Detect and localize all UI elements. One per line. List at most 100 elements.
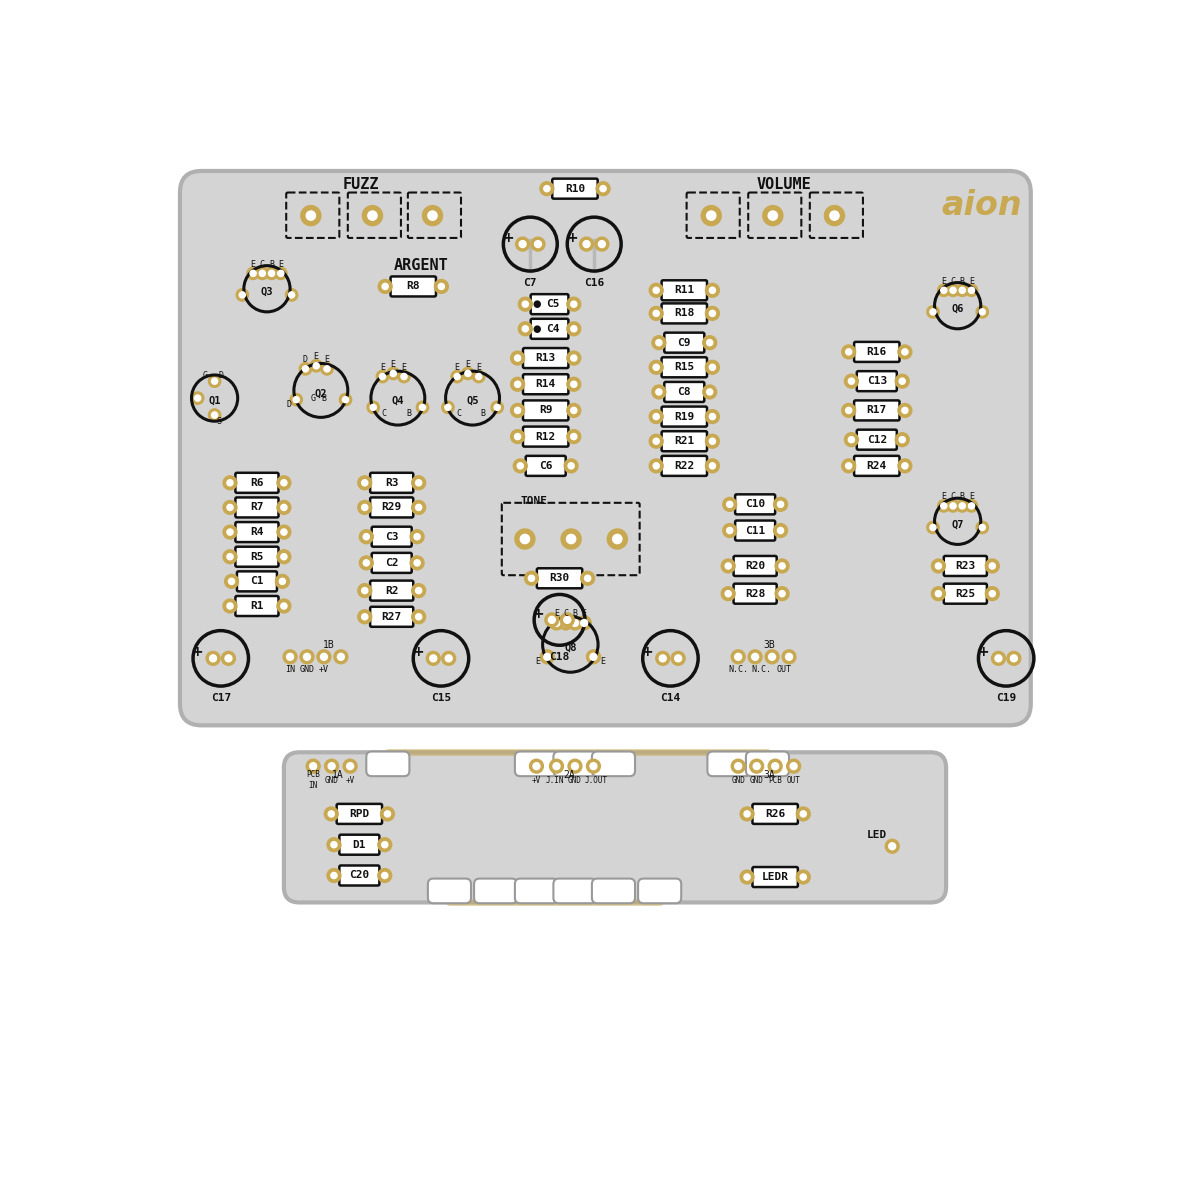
- Circle shape: [342, 396, 348, 403]
- Circle shape: [959, 287, 965, 293]
- Text: FUZZ: FUZZ: [343, 176, 379, 192]
- Circle shape: [772, 763, 779, 769]
- Circle shape: [516, 238, 529, 251]
- Text: D1: D1: [353, 840, 366, 850]
- Circle shape: [359, 556, 373, 570]
- Circle shape: [768, 211, 778, 221]
- Circle shape: [378, 838, 391, 852]
- Text: LEDR: LEDR: [762, 872, 788, 882]
- Text: TONE: TONE: [521, 496, 547, 505]
- Circle shape: [337, 653, 344, 660]
- Circle shape: [222, 652, 235, 665]
- Circle shape: [410, 556, 424, 570]
- Text: C1: C1: [250, 576, 264, 587]
- Circle shape: [415, 613, 421, 620]
- Circle shape: [775, 559, 790, 572]
- Circle shape: [223, 526, 236, 539]
- Circle shape: [709, 287, 715, 293]
- Text: GND: GND: [750, 775, 763, 785]
- Text: R26: R26: [766, 809, 785, 818]
- Circle shape: [368, 211, 377, 221]
- Circle shape: [566, 430, 581, 444]
- Circle shape: [731, 650, 745, 664]
- Circle shape: [898, 458, 912, 473]
- FancyBboxPatch shape: [366, 751, 409, 776]
- Text: B: B: [406, 409, 412, 418]
- Text: R29: R29: [382, 503, 402, 512]
- Circle shape: [935, 590, 942, 596]
- Circle shape: [581, 619, 588, 626]
- FancyBboxPatch shape: [592, 878, 635, 904]
- Circle shape: [364, 559, 370, 566]
- Circle shape: [428, 211, 437, 221]
- Circle shape: [709, 311, 715, 317]
- Circle shape: [533, 763, 540, 769]
- Circle shape: [412, 476, 426, 490]
- Circle shape: [529, 760, 544, 773]
- Text: R25: R25: [955, 589, 976, 599]
- Circle shape: [613, 534, 622, 544]
- Text: Q4: Q4: [391, 396, 404, 406]
- Circle shape: [564, 458, 578, 473]
- Circle shape: [846, 463, 852, 469]
- Circle shape: [931, 587, 946, 601]
- Circle shape: [545, 613, 559, 626]
- Circle shape: [362, 205, 383, 226]
- Circle shape: [194, 395, 200, 401]
- Circle shape: [991, 652, 1006, 665]
- Text: R2: R2: [385, 586, 398, 595]
- Circle shape: [725, 563, 731, 569]
- FancyBboxPatch shape: [523, 374, 569, 395]
- Circle shape: [778, 502, 784, 508]
- FancyBboxPatch shape: [736, 494, 775, 515]
- Circle shape: [281, 553, 287, 560]
- Text: +: +: [412, 646, 424, 659]
- Circle shape: [462, 367, 474, 379]
- Circle shape: [649, 360, 664, 374]
- Circle shape: [656, 340, 662, 346]
- Circle shape: [725, 590, 731, 596]
- Circle shape: [544, 653, 551, 660]
- Circle shape: [899, 437, 905, 443]
- Circle shape: [659, 655, 666, 662]
- Text: N.C.: N.C.: [728, 665, 749, 673]
- Circle shape: [931, 559, 946, 572]
- Text: VOLUME: VOLUME: [757, 176, 811, 192]
- Text: E: E: [554, 610, 559, 618]
- Circle shape: [340, 394, 352, 406]
- Text: S: S: [216, 416, 221, 426]
- Circle shape: [281, 529, 287, 535]
- Circle shape: [361, 480, 368, 486]
- Text: +: +: [977, 646, 989, 659]
- Text: R18: R18: [674, 308, 695, 318]
- Circle shape: [364, 534, 370, 540]
- Circle shape: [287, 653, 294, 660]
- Circle shape: [595, 238, 608, 251]
- FancyBboxPatch shape: [553, 751, 596, 776]
- Circle shape: [328, 869, 341, 882]
- Circle shape: [227, 504, 233, 510]
- Circle shape: [782, 650, 796, 664]
- FancyBboxPatch shape: [180, 170, 1031, 725]
- Circle shape: [328, 838, 341, 852]
- Text: +: +: [192, 646, 204, 659]
- Text: R20: R20: [745, 560, 766, 571]
- Circle shape: [959, 503, 965, 509]
- Circle shape: [989, 590, 995, 596]
- Text: R21: R21: [674, 437, 695, 446]
- Circle shape: [304, 653, 311, 660]
- Circle shape: [517, 463, 523, 469]
- Text: R6: R6: [250, 478, 264, 487]
- Circle shape: [414, 534, 420, 540]
- FancyBboxPatch shape: [857, 430, 896, 450]
- FancyBboxPatch shape: [553, 878, 596, 904]
- Text: GND: GND: [568, 775, 582, 785]
- FancyBboxPatch shape: [752, 868, 798, 887]
- Circle shape: [800, 811, 806, 817]
- Text: R17: R17: [866, 406, 887, 415]
- Circle shape: [902, 463, 908, 469]
- Circle shape: [778, 528, 784, 534]
- Circle shape: [518, 322, 533, 336]
- Circle shape: [288, 292, 295, 298]
- Circle shape: [566, 377, 581, 391]
